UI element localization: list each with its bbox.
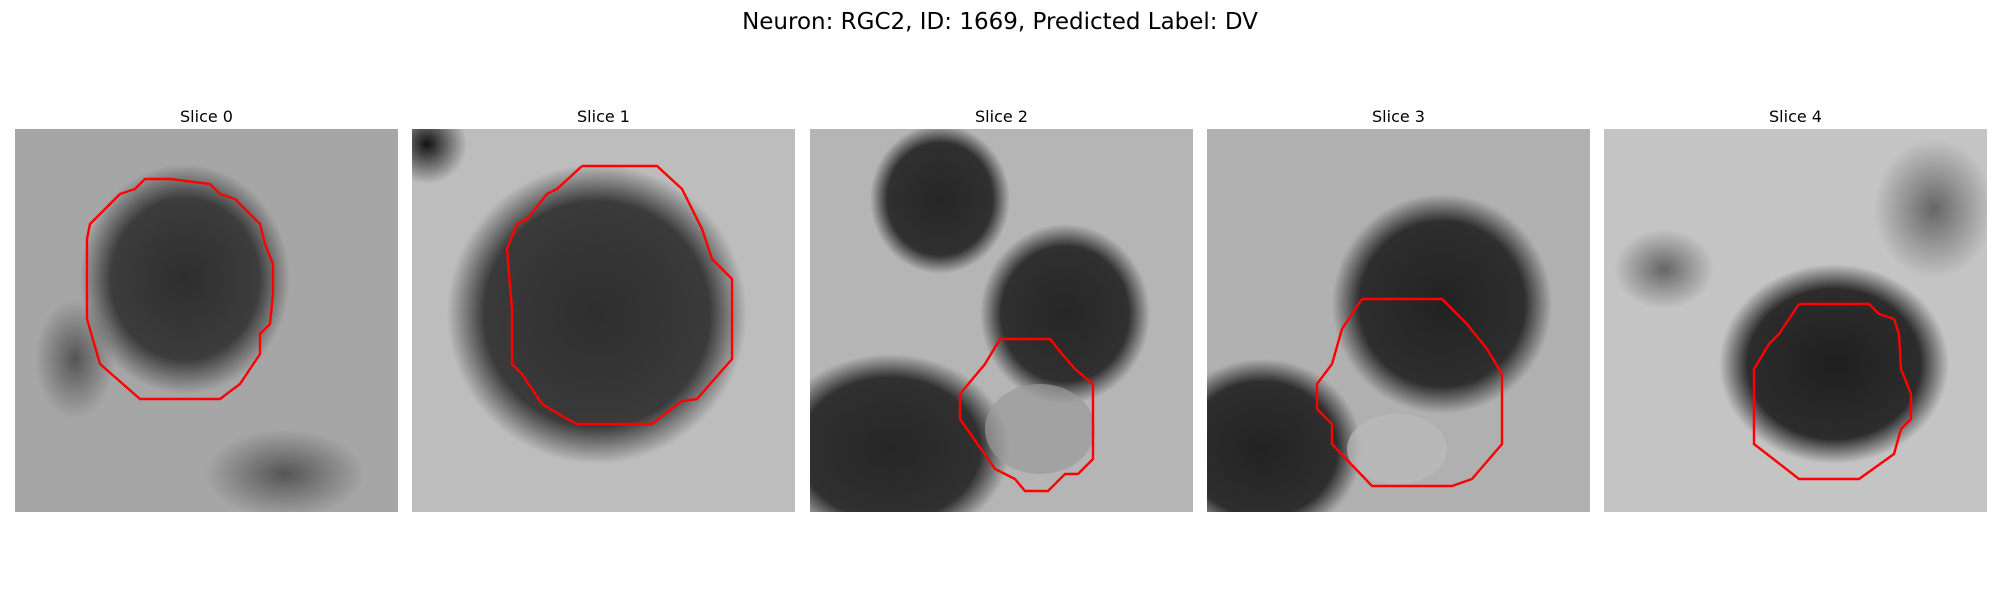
slice-title: Slice 4 — [1769, 107, 1822, 126]
slice-panel-3: Slice 3 — [1207, 107, 1590, 512]
segmentation-contour — [85, 177, 275, 401]
segmentation-contour — [505, 164, 734, 426]
slice-panel-0: Slice 0 — [15, 107, 398, 512]
slice-title: Slice 0 — [180, 107, 233, 126]
segmentation-contour — [1752, 302, 1913, 481]
slice-image — [1207, 129, 1590, 512]
slice-image — [15, 129, 398, 512]
slice-image — [1604, 129, 1987, 512]
slice-image — [810, 129, 1193, 512]
slice-panel-4: Slice 4 — [1604, 107, 1987, 512]
slice-panel-2: Slice 2 — [810, 107, 1193, 512]
slice-title: Slice 2 — [975, 107, 1028, 126]
segmentation-contour — [958, 337, 1095, 493]
slice-title: Slice 1 — [577, 107, 630, 126]
slice-image — [412, 129, 795, 512]
figure-title: Neuron: RGC2, ID: 1669, Predicted Label:… — [742, 9, 1258, 35]
slice-panel-1: Slice 1 — [412, 107, 795, 512]
slice-title: Slice 3 — [1372, 107, 1425, 126]
segmentation-contour — [1315, 297, 1504, 488]
